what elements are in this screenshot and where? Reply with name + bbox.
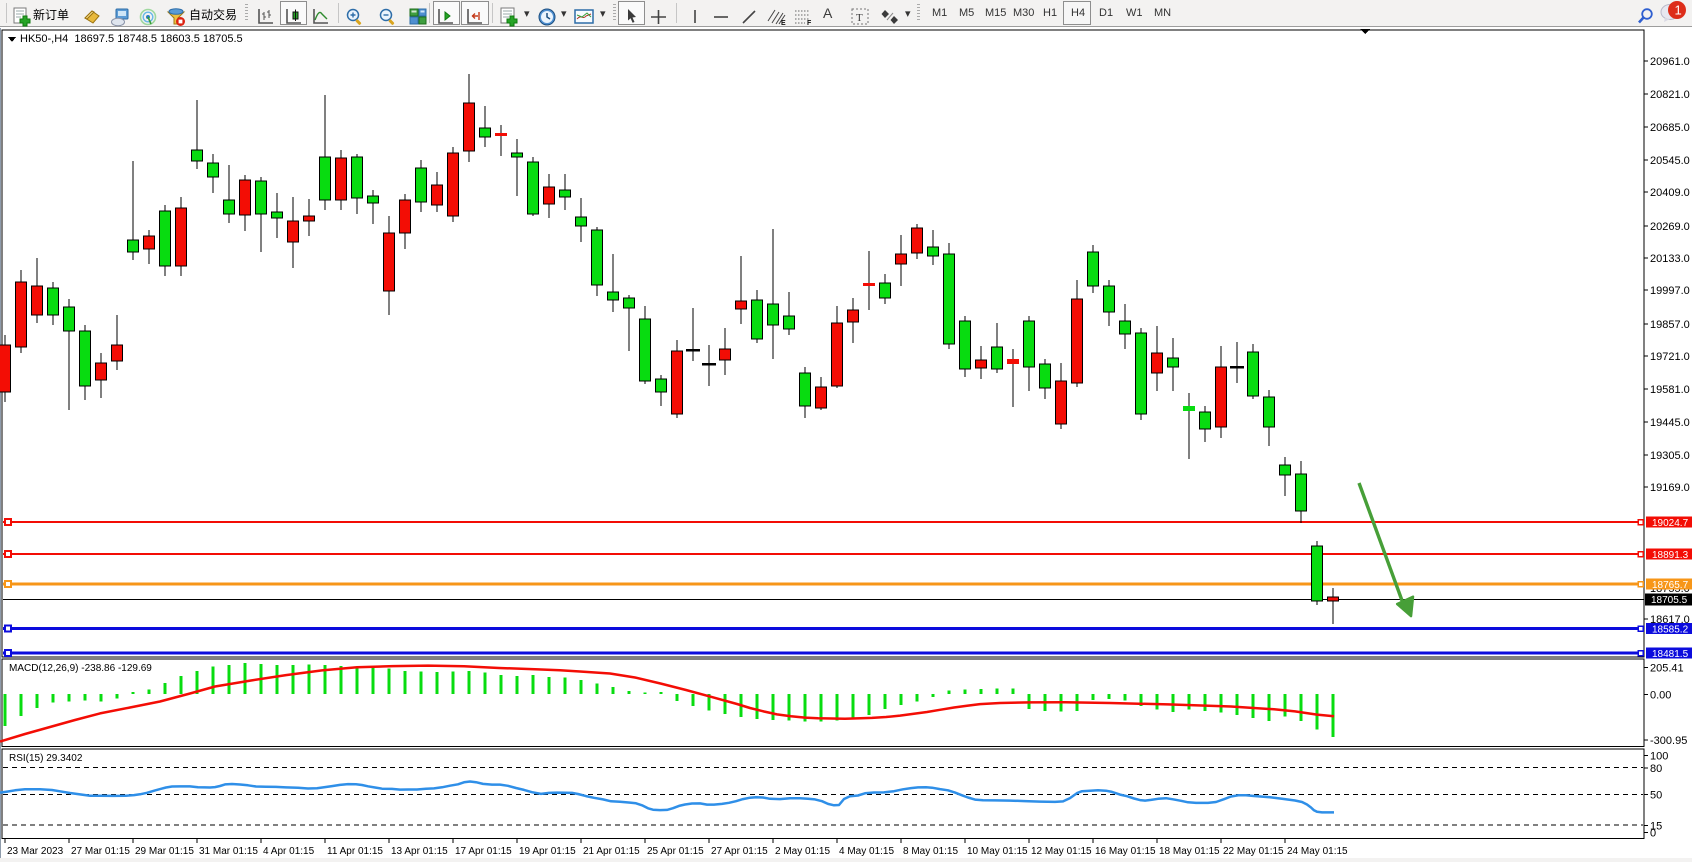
svg-text:205.41: 205.41 <box>1650 662 1684 674</box>
svg-text:17 Apr 01:15: 17 Apr 01:15 <box>455 846 512 857</box>
svg-text:22 May 01:15: 22 May 01:15 <box>1223 846 1284 857</box>
svg-text:19581.0: 19581.0 <box>1650 384 1690 396</box>
svg-text:MACD(12,26,9) -238.86 -129.69: MACD(12,26,9) -238.86 -129.69 <box>9 663 152 674</box>
svg-text:21 Apr 01:15: 21 Apr 01:15 <box>583 846 640 857</box>
svg-text:19024.7: 19024.7 <box>1652 518 1689 529</box>
svg-text:20961.0: 20961.0 <box>1650 56 1690 68</box>
svg-text:18585.2: 18585.2 <box>1652 624 1689 635</box>
svg-text:20685.0: 20685.0 <box>1650 122 1690 134</box>
svg-text:0.00: 0.00 <box>1650 690 1671 702</box>
svg-text:11 Apr 01:15: 11 Apr 01:15 <box>327 846 383 857</box>
svg-text:19169.0: 19169.0 <box>1650 482 1690 494</box>
svg-text:31 Mar 01:15: 31 Mar 01:15 <box>199 846 258 857</box>
svg-text:25 Apr 01:15: 25 Apr 01:15 <box>647 846 704 857</box>
svg-text:1: 1 <box>1675 3 1682 18</box>
svg-text:19 Apr 01:15: 19 Apr 01:15 <box>519 846 576 857</box>
svg-text:F: F <box>807 20 812 27</box>
svg-text:12 May 01:15: 12 May 01:15 <box>1031 846 1092 857</box>
svg-text:0: 0 <box>1650 828 1656 840</box>
svg-text:20821.0: 20821.0 <box>1650 89 1690 101</box>
svg-text:20545.0: 20545.0 <box>1650 155 1690 167</box>
svg-text:18891.3: 18891.3 <box>1652 550 1689 561</box>
svg-text:20269.0: 20269.0 <box>1650 221 1690 233</box>
svg-text:E: E <box>781 20 786 27</box>
svg-text:2 May 01:15: 2 May 01:15 <box>775 846 830 857</box>
svg-text:80: 80 <box>1650 763 1662 775</box>
svg-text:8 May 01:15: 8 May 01:15 <box>903 846 958 857</box>
svg-text:24 May 01:15: 24 May 01:15 <box>1287 846 1348 857</box>
svg-text:16 May 01:15: 16 May 01:15 <box>1095 846 1156 857</box>
svg-text:T: T <box>856 12 863 24</box>
svg-text:19857.0: 19857.0 <box>1650 319 1690 331</box>
svg-text:19305.0: 19305.0 <box>1650 450 1690 462</box>
svg-text:27 Apr 01:15: 27 Apr 01:15 <box>711 846 768 857</box>
svg-text:23 Mar 2023: 23 Mar 2023 <box>7 846 64 857</box>
svg-text:15: 15 <box>1650 821 1662 833</box>
svg-text:RSI(15) 29.3402: RSI(15) 29.3402 <box>9 753 83 764</box>
svg-text:18765.7: 18765.7 <box>1652 580 1689 591</box>
svg-text:100: 100 <box>1650 750 1668 762</box>
svg-text:29 Mar 01:15: 29 Mar 01:15 <box>135 846 194 857</box>
svg-text:18481.5: 18481.5 <box>1652 649 1689 660</box>
svg-text:19445.0: 19445.0 <box>1650 417 1690 429</box>
svg-text:18 May 01:15: 18 May 01:15 <box>1159 846 1220 857</box>
svg-text:10 May 01:15: 10 May 01:15 <box>967 846 1028 857</box>
svg-text:20409.0: 20409.0 <box>1650 187 1690 199</box>
svg-text:4 May 01:15: 4 May 01:15 <box>839 846 894 857</box>
svg-text:18705.5: 18705.5 <box>1651 595 1688 606</box>
svg-text:HK50-,H4 18697.5 18748.5 1860: HK50-,H4 18697.5 18748.5 18603.5 18705.5 <box>20 33 243 45</box>
svg-text:13 Apr 01:15: 13 Apr 01:15 <box>391 846 448 857</box>
svg-text:4 Apr 01:15: 4 Apr 01:15 <box>263 846 315 857</box>
svg-text:-300.95: -300.95 <box>1650 735 1687 747</box>
svg-text:27 Mar 01:15: 27 Mar 01:15 <box>71 846 130 857</box>
svg-text:19721.0: 19721.0 <box>1650 351 1690 363</box>
svg-text:20133.0: 20133.0 <box>1650 253 1690 265</box>
svg-text:19997.0: 19997.0 <box>1650 285 1690 297</box>
svg-text:50: 50 <box>1650 790 1662 802</box>
